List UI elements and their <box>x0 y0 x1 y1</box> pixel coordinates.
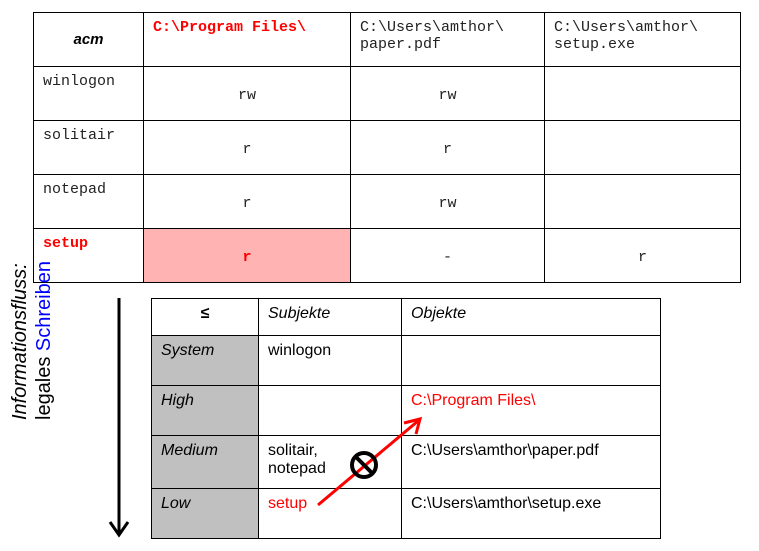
objects-cell: C:\Program Files\ <box>401 385 661 436</box>
subject-cell: winlogon <box>33 66 144 121</box>
right-cell-highlighted: r <box>143 228 351 283</box>
level-corner: ≤ <box>151 298 259 336</box>
table-row: winlogon rw rw <box>33 66 741 121</box>
right-cell: rw <box>143 66 351 121</box>
right-cell <box>544 174 741 229</box>
level-label: Medium <box>151 435 259 489</box>
red-arrow-icon <box>317 416 423 507</box>
table-row: setup r - r <box>33 228 741 283</box>
subjects-cell: setup <box>258 488 402 539</box>
subjects-cell: solitair, notepad <box>258 435 402 489</box>
right-cell <box>544 66 741 121</box>
subject-cell: setup <box>33 228 144 283</box>
table-row: notepad r rw <box>33 174 741 229</box>
level-label: High <box>151 385 259 436</box>
right-cell: r <box>143 174 351 229</box>
acm-corner: acm <box>33 12 144 67</box>
down-arrow-icon <box>108 298 130 538</box>
objects-cell: C:\Users\amthor\setup.exe <box>401 488 661 539</box>
subjects-cell <box>258 385 402 436</box>
header-subjects: Subjekte <box>258 298 402 336</box>
level-label: Low <box>151 488 259 539</box>
objects-cell: C:\Users\amthor\paper.pdf <box>401 435 661 489</box>
table-row: Medium solitair, notepad C:\Users\amthor… <box>151 435 661 489</box>
right-cell: - <box>350 228 545 283</box>
right-cell: rw <box>350 174 545 229</box>
right-cell: r <box>143 120 351 175</box>
table-row: solitair r r <box>33 120 741 175</box>
table-row: System winlogon <box>151 335 661 386</box>
right-cell <box>544 120 741 175</box>
table-row: Low setup C:\Users\amthor\setup.exe <box>151 488 661 539</box>
right-cell: r <box>544 228 741 283</box>
right-cell: rw <box>350 66 545 121</box>
subjects-cell: winlogon <box>258 335 402 386</box>
col-setup-exe: C:\Users\amthor\ setup.exe <box>544 12 741 67</box>
prohibited-icon <box>350 451 378 479</box>
table-row: High C:\Program Files\ <box>151 385 661 436</box>
integrity-level-table: ≤ Subjekte Objekte System winlogon High … <box>151 298 661 539</box>
col-program-files: C:\Program Files\ <box>143 12 351 67</box>
access-control-matrix: acm C:\Program Files\ C:\Users\amthor\ p… <box>33 12 741 283</box>
header-objects: Objekte <box>401 298 661 336</box>
